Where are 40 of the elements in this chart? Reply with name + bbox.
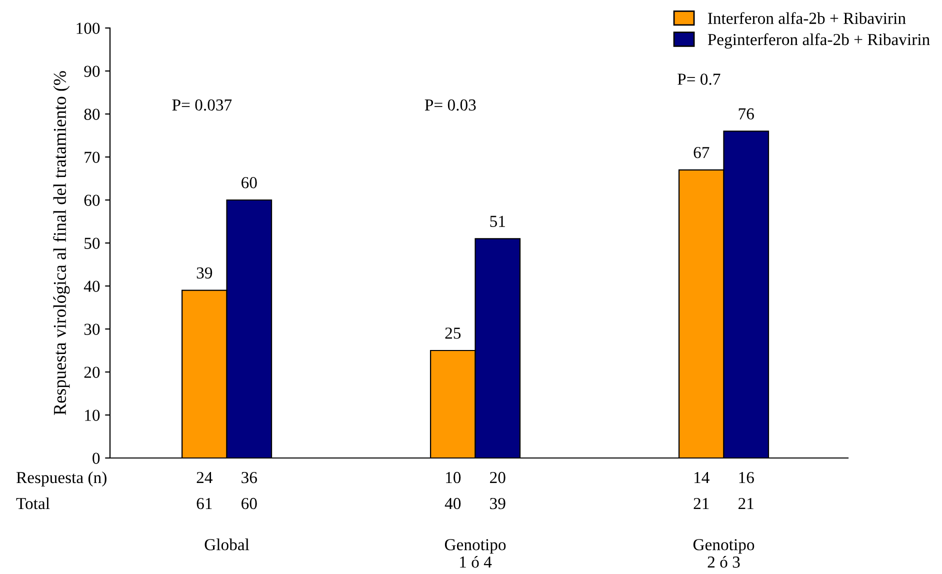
text: Respuesta (n): [16, 471, 106, 487]
text: 14: [694, 472, 710, 484]
annotation: P= 0.03: [424, 99, 476, 111]
text: 40: [444, 498, 461, 510]
text: 20: [490, 472, 506, 484]
data-label: 60: [242, 177, 257, 188]
y-tick-label: 0: [92, 452, 100, 464]
text: 36: [242, 472, 257, 484]
text: 60: [242, 498, 257, 510]
text: 24: [196, 472, 212, 484]
text: 16: [739, 472, 754, 484]
y-tick-label: 70: [84, 152, 100, 163]
data-label: 76: [738, 108, 754, 120]
y-tick-label: 50: [84, 238, 100, 249]
annotation: P= 0.7: [678, 74, 720, 85]
y-tick-label: 30: [84, 324, 100, 335]
text: 39: [490, 498, 506, 510]
text: Total: [16, 497, 50, 510]
text: 10: [446, 472, 461, 484]
data-label: 67: [694, 146, 710, 158]
y-tick-label: 20: [84, 366, 100, 378]
legend-label: Interferon alfa-2b + Ribavirin: [708, 12, 906, 24]
text: 21: [694, 498, 709, 510]
x-tick-label: Genotipo 2 ó 3: [693, 539, 754, 568]
y-tick-label: 10: [85, 410, 100, 421]
data-label: 51: [490, 216, 505, 227]
y-tick-label: 80: [84, 108, 100, 120]
y-tick-label: 40: [84, 280, 100, 292]
x-tick-label: Genotipo 1 ó 4: [444, 539, 506, 568]
data-label: 25: [445, 328, 461, 339]
y-tick-label: 100: [76, 22, 100, 34]
text: 61: [196, 498, 212, 510]
text: 21: [738, 498, 754, 510]
legend-label: Peginterferon alfa-2b + Ribavirin: [708, 33, 930, 49]
y-tick-label: 60: [84, 194, 100, 206]
y-axis-title: Respuesta virológica al final del tratamiento (%: [53, 71, 70, 415]
x-tick-label: Global: [204, 538, 250, 550]
annotation: P= 0.037: [172, 99, 232, 111]
data-label: 39: [196, 267, 212, 279]
y-tick-label: 90: [84, 66, 100, 77]
